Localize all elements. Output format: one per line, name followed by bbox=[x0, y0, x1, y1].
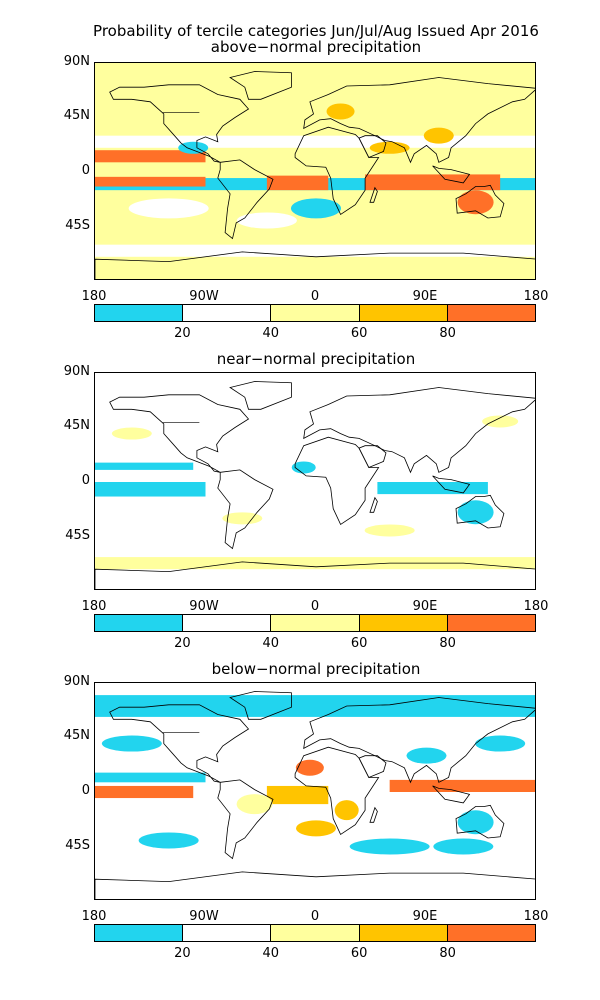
colorbar-tick-label: 80 bbox=[439, 326, 456, 341]
colorbar-segment bbox=[359, 615, 448, 631]
colorbar-segment bbox=[359, 305, 448, 321]
continent-outline-australia bbox=[455, 804, 505, 839]
lat-label: 45N bbox=[63, 418, 90, 433]
colorbar bbox=[94, 924, 536, 942]
colorbar-tick-label: 60 bbox=[350, 636, 368, 651]
lat-label: 45S bbox=[65, 838, 90, 853]
lon-label: 90E bbox=[412, 289, 438, 304]
map-near-normal bbox=[94, 372, 536, 590]
map-canvas-above bbox=[95, 63, 535, 279]
continent-outline-europe-asia bbox=[303, 697, 535, 784]
colorbar-tick-label: 40 bbox=[262, 946, 280, 961]
lon-label: 90E bbox=[412, 599, 438, 614]
map-canvas-below bbox=[95, 683, 535, 899]
continent-outline-europe-asia bbox=[303, 387, 535, 474]
continent-outline-greenland bbox=[229, 71, 292, 100]
continent-outline-africa bbox=[294, 126, 380, 215]
colorbar-tick-label: 40 bbox=[262, 636, 280, 651]
colorbar-tick-label: 20 bbox=[174, 946, 191, 961]
continent-outline-europe-asia bbox=[303, 77, 535, 164]
lon-label: 180 bbox=[523, 289, 549, 304]
continent-outline-madagascar bbox=[369, 496, 378, 513]
lon-label: 0 bbox=[310, 909, 320, 924]
colorbar-segment bbox=[183, 925, 272, 941]
continent-outline-antarctica bbox=[95, 561, 535, 589]
continent-outline-south-america bbox=[217, 469, 274, 550]
colorbar-segment bbox=[447, 925, 536, 941]
colorbar-segment bbox=[183, 305, 272, 321]
continent-outline-arabia bbox=[358, 135, 387, 159]
colorbar-segment bbox=[183, 615, 272, 631]
lon-label: 180 bbox=[81, 289, 107, 304]
colorbar-segment bbox=[95, 925, 184, 941]
lat-label: 0 bbox=[81, 163, 90, 178]
continent-outline-greenland bbox=[229, 381, 292, 410]
continent-outline-madagascar bbox=[369, 186, 378, 203]
lon-label: 180 bbox=[81, 599, 107, 614]
colorbar-segment bbox=[271, 305, 360, 321]
lat-label: 45N bbox=[63, 108, 90, 123]
panel-subtitle-above: above−normal precipitation bbox=[210, 38, 422, 56]
lat-label: 0 bbox=[81, 783, 90, 798]
colorbar bbox=[94, 304, 536, 322]
colorbar-tick-label: 80 bbox=[439, 636, 456, 651]
colorbar-segment bbox=[447, 615, 536, 631]
continent-outline-north-america bbox=[109, 84, 250, 163]
colorbar-tick-label: 80 bbox=[439, 946, 456, 961]
continent-outline-indonesia bbox=[432, 165, 471, 184]
continent-outline-australia bbox=[455, 184, 505, 219]
panel-subtitle-near: near−normal precipitation bbox=[216, 350, 416, 368]
panel-subtitle-below: below−normal precipitation bbox=[211, 660, 421, 678]
lon-label: 180 bbox=[523, 909, 549, 924]
lon-label: 90E bbox=[412, 909, 438, 924]
continent-outline-africa bbox=[294, 436, 380, 525]
colorbar-segment bbox=[95, 305, 184, 321]
lon-label: 180 bbox=[523, 599, 549, 614]
continent-outline-australia bbox=[455, 494, 505, 529]
continent-outline-arabia bbox=[358, 755, 387, 779]
map-below-normal bbox=[94, 682, 536, 900]
colorbar-tick-label: 60 bbox=[350, 326, 368, 341]
colorbar bbox=[94, 614, 536, 632]
lat-label: 0 bbox=[81, 473, 90, 488]
lon-label: 90W bbox=[189, 289, 219, 304]
lat-label: 90N bbox=[63, 674, 90, 689]
colorbar-segment bbox=[271, 925, 360, 941]
colorbar-tick-label: 40 bbox=[262, 326, 280, 341]
continent-outline-antarctica bbox=[95, 871, 535, 899]
lon-label: 0 bbox=[310, 289, 320, 304]
lat-label: 45N bbox=[63, 728, 90, 743]
map-canvas-near bbox=[95, 373, 535, 589]
colorbar-tick-label: 20 bbox=[174, 636, 191, 651]
lat-label: 90N bbox=[63, 54, 90, 69]
lon-label: 180 bbox=[81, 909, 107, 924]
lat-label: 45S bbox=[65, 218, 90, 233]
continent-outline-madagascar bbox=[369, 806, 378, 823]
figure-title: Probability of tercile categories Jun/Ju… bbox=[93, 22, 539, 40]
continent-outline-africa bbox=[294, 746, 380, 835]
continent-outline-south-america bbox=[217, 159, 274, 240]
lon-label: 90W bbox=[189, 909, 219, 924]
map-above-normal bbox=[94, 62, 536, 280]
continent-outline-indonesia bbox=[432, 475, 471, 494]
continent-outline-north-america bbox=[109, 394, 250, 473]
colorbar-segment bbox=[359, 925, 448, 941]
continent-outline-arabia bbox=[358, 445, 387, 469]
colorbar-tick-label: 20 bbox=[174, 326, 191, 341]
colorbar-segment bbox=[271, 615, 360, 631]
colorbar-segment bbox=[447, 305, 536, 321]
continent-outline-greenland bbox=[229, 691, 292, 720]
lon-label: 0 bbox=[310, 599, 320, 614]
lat-label: 45S bbox=[65, 528, 90, 543]
continent-outline-antarctica bbox=[95, 251, 535, 279]
lat-label: 90N bbox=[63, 364, 90, 379]
lon-label: 90W bbox=[189, 599, 219, 614]
colorbar-segment bbox=[95, 615, 184, 631]
colorbar-tick-label: 60 bbox=[350, 946, 368, 961]
continent-outline-north-america bbox=[109, 704, 250, 783]
continent-outline-south-america bbox=[217, 779, 274, 860]
continent-outline-indonesia bbox=[432, 785, 471, 804]
